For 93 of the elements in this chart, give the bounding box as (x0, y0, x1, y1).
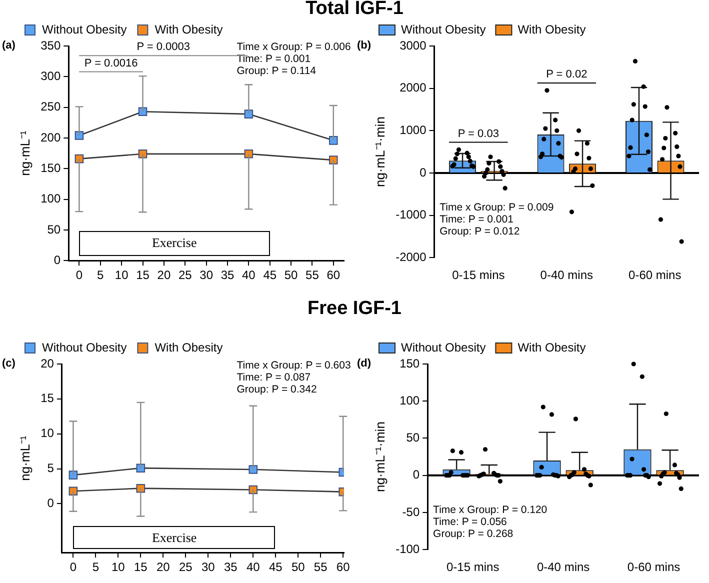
x-tick-label: 20 (156, 560, 170, 574)
annotation: Time x Group: P = 0.120 (433, 504, 548, 516)
x-tick-label: 30 (201, 560, 216, 574)
x-tick-label: 0-40 mins (540, 268, 593, 282)
x-tick-label: 5 (97, 268, 104, 282)
legend-label: With Obesity (518, 22, 586, 36)
x-tick-label: 30 (200, 268, 214, 282)
annotation: Time: P = 0.001 (236, 52, 311, 65)
x-tick-label: 0-60 mins (627, 560, 680, 574)
annotation: P = 0.0003 (136, 41, 190, 54)
y-axis-title: ng·mL⁻¹ (17, 130, 32, 176)
annotation: P = 0.02 (546, 68, 588, 81)
annotation: Time x Group: P = 0.009 (440, 202, 554, 214)
x-tick-label: 0-40 mins (536, 560, 590, 574)
x-tick-label: 0-60 mins (628, 268, 682, 282)
x-tick-label: 40 (246, 560, 260, 574)
x-tick-label: 50 (291, 560, 306, 574)
annotation: P = 0.03 (458, 128, 499, 140)
y-tick-label: 0 (420, 165, 427, 180)
annotation: Group: P = 0.342 (236, 383, 317, 396)
annotation: Time x Group: P = 0.603 (236, 359, 351, 372)
y-tick-label: 20 (40, 356, 54, 370)
legend-label: Without Obesity (401, 340, 486, 354)
legend-label: With Obesity (154, 340, 223, 354)
annotation: Time x Group: P = 0.006 (236, 40, 351, 53)
y-tick-label: 250 (40, 100, 61, 114)
x-tick-label: 25 (178, 560, 193, 574)
x-tick-label: 60 (326, 268, 340, 282)
chart-title: Total IGF-1 (304, 0, 404, 20)
legend-label: Without Obesity (42, 340, 127, 354)
y-tick-label: 0 (412, 468, 420, 482)
annotation: Time: P = 0.001 (440, 214, 514, 226)
legend-label: Without Obesity (42, 22, 127, 36)
x-tick-label: 55 (306, 268, 320, 282)
x-tick-label: 60 (336, 560, 350, 574)
annotation: Time: P = 0.087 (236, 371, 311, 384)
y-tick-label: 10 (40, 426, 54, 440)
y-tick-label: 350 (40, 38, 61, 52)
x-tick-label: 35 (220, 268, 234, 282)
y-tick-label: 1000 (400, 122, 427, 137)
x-tick-label: 0 (76, 268, 83, 282)
x-tick-label: 20 (157, 268, 171, 282)
x-tick-label: 10 (112, 560, 126, 574)
y-tick-label: 3000 (400, 38, 427, 52)
x-tick-label: 25 (178, 268, 192, 282)
exercise-box: Exercise (79, 230, 270, 256)
y-tick-label: -2000 (396, 250, 427, 264)
x-tick-label: 5 (92, 560, 100, 574)
y-tick-label: 0 (54, 252, 61, 267)
annotation: Group: P = 0.114 (236, 64, 316, 77)
annotation: Group: P = 0.268 (433, 528, 514, 540)
y-tick-label: 100 (40, 192, 61, 206)
y-tick-label: 15 (40, 391, 54, 406)
y-tick-label: 300 (40, 68, 61, 83)
y-tick-label: -50 (402, 504, 420, 519)
text: (d) (357, 358, 372, 370)
text: (c) (2, 358, 16, 370)
x-tick-label: 0-15 mins (446, 560, 500, 574)
legend-label: With Obesity (154, 22, 223, 36)
x-tick-label: 35 (224, 560, 238, 574)
legend-label: With Obesity (518, 340, 586, 354)
y-axis-title: ng·mL⁻¹·min (372, 422, 388, 492)
annotation: P = 0.0016 (84, 57, 138, 70)
x-tick-label: 45 (263, 268, 277, 282)
y-tick-label: 100 (400, 393, 420, 408)
text: (a) (2, 40, 16, 52)
x-tick-label: 15 (134, 560, 148, 574)
annotation: Group: P = 0.012 (440, 226, 520, 238)
y-tick-label: -100 (396, 542, 420, 556)
y-tick-label: 150 (400, 356, 420, 370)
x-tick-label: 45 (268, 560, 283, 574)
y-tick-label: 50 (47, 222, 61, 236)
y-tick-label: 200 (40, 130, 61, 144)
text: (b) (357, 40, 372, 52)
annotation: Time: P = 0.056 (433, 516, 508, 528)
x-tick-label: 50 (284, 268, 298, 282)
y-axis-title: ng·mL⁻¹·min (372, 116, 388, 188)
y-tick-label: 2000 (400, 80, 427, 95)
exercise-box: Exercise (73, 526, 276, 549)
x-tick-label: 10 (114, 268, 129, 282)
x-tick-label: 0-15 mins (452, 268, 505, 282)
legend-label: Without Obesity (401, 22, 486, 36)
y-tick-label: 50 (406, 430, 420, 445)
x-tick-label: 40 (242, 268, 256, 282)
y-tick-label: 0 (47, 496, 54, 510)
y-axis-title: ng·mL⁻¹ (17, 435, 32, 481)
x-tick-label: 55 (314, 560, 328, 574)
x-tick-label: 0 (70, 560, 77, 574)
y-tick-label: -1000 (396, 208, 427, 222)
x-tick-label: 15 (136, 268, 150, 282)
y-tick-label: 5 (47, 461, 54, 476)
y-tick-label: 150 (40, 160, 61, 175)
chart-title: Free IGF-1 (306, 298, 402, 320)
